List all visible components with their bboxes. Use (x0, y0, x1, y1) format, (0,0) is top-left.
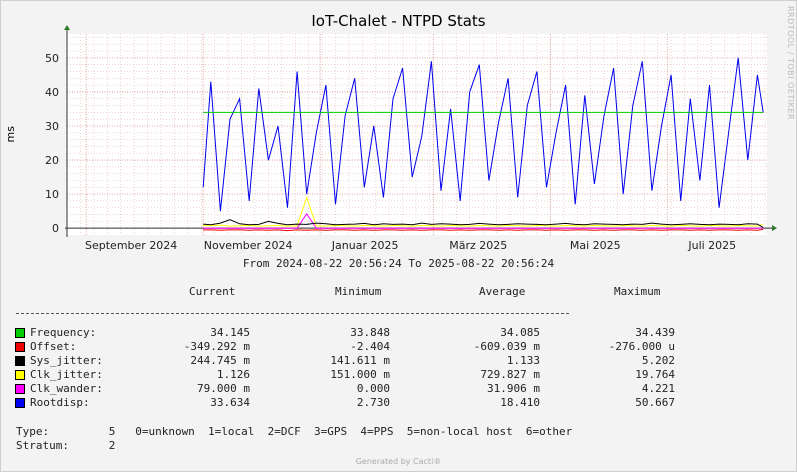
legend-maximum: 19.764 (635, 368, 675, 381)
legend-minimum: 2.730 (356, 396, 390, 409)
series-line-clk_wander (203, 213, 764, 229)
legend-average: 729.827 m (480, 368, 540, 381)
legend-swatch (15, 370, 25, 380)
legend-current: 1.126 (216, 368, 250, 381)
plot-area (67, 34, 767, 235)
x-tick-label: Juli 2025 (687, 239, 736, 252)
x-tick-label: Mai 2025 (570, 239, 621, 252)
legend-name: Sys_jitter: (30, 354, 103, 367)
y-tick-label: 20 (45, 154, 59, 167)
y-tick-label: 30 (45, 120, 59, 133)
series-line-sys_jitter (203, 219, 764, 228)
legend-minimum: -2.404 (350, 340, 390, 353)
legend-header-maximum: Maximum (614, 285, 661, 298)
legend-average: 1.133 (506, 354, 540, 367)
legend-minimum: 0.000 (356, 382, 390, 395)
legend-header-current: Current (189, 285, 236, 298)
legend-name: Clk_wander: (30, 382, 103, 395)
x-tick-label: Januar 2025 (331, 239, 399, 252)
legend-current: 79.000 m (197, 382, 250, 395)
legend-average: 34.085 (500, 326, 540, 339)
x-tick-label: März 2025 (449, 239, 507, 252)
legend-current: 34.145 (210, 326, 250, 339)
legend-header-average: Average (479, 285, 526, 298)
legend-name: Frequency: (30, 326, 97, 339)
legend-average: 31.906 m (487, 382, 540, 395)
chart-canvas: 0 10 20 30 40 50 September 2024 November 2024 Ja… (45, 25, 777, 252)
legend-maximum: 34.439 (635, 326, 675, 339)
type-line: Type: 5 0=unknown 1=local 2=DCF 3=GPS 4=… (16, 425, 573, 438)
legend-minimum: 33.848 (350, 326, 390, 339)
legend-average: 18.410 (500, 396, 540, 409)
x-axis-arrow (772, 225, 777, 232)
legend-swatch (15, 342, 25, 352)
legend-swatch (15, 328, 25, 338)
x-tick-label: November 2024 (204, 239, 293, 252)
legend-average: -609.039 m (473, 340, 540, 353)
legend-maximum: 4.221 (641, 382, 675, 395)
footer-credit: Generated by Cacti® (355, 457, 442, 466)
legend-maximum: -276.000 u (608, 340, 675, 353)
legend-swatch (15, 356, 25, 366)
legend-minimum: 141.611 m (330, 354, 390, 367)
series-line-clk_jitter (203, 195, 764, 227)
series-line-offset (203, 229, 764, 232)
legend-minimum: 151.000 m (330, 368, 390, 381)
series-line-rootdisp (202, 57, 764, 212)
legend-swatch (15, 384, 25, 394)
legend-header-minimum: Minimum (335, 285, 382, 298)
y-tick-label: 50 (45, 52, 59, 65)
legend-current: 33.634 (210, 396, 250, 409)
y-tick-label: 0 (52, 222, 59, 235)
time-range-text: From 2024-08-22 20:56:24 To 2025-08-22 2… (242, 257, 555, 270)
legend-maximum: 50.667 (635, 396, 675, 409)
legend-current: -349.292 m (183, 340, 250, 353)
y-tick-label: 40 (45, 86, 59, 99)
x-tick-label: September 2024 (85, 239, 177, 252)
legend-swatch (15, 398, 25, 408)
y-axis-arrow (64, 25, 70, 30)
legend-name: Clk_jitter: (30, 368, 103, 381)
legend-divider (16, 313, 569, 314)
legend-maximum: 5.202 (641, 354, 675, 367)
legend-name: Rootdisp: (30, 396, 90, 409)
graph-title: IoT-Chalet - NTPD Stats (311, 12, 486, 30)
legend-current: 244.745 m (190, 354, 250, 367)
y-tick-label: 10 (45, 188, 59, 201)
legend-name: Offset: (30, 340, 77, 353)
stratum-line: Stratum: 2 (16, 439, 116, 452)
rrdtool-watermark: RRDTOOL / TOBI OETIKER (786, 6, 795, 121)
